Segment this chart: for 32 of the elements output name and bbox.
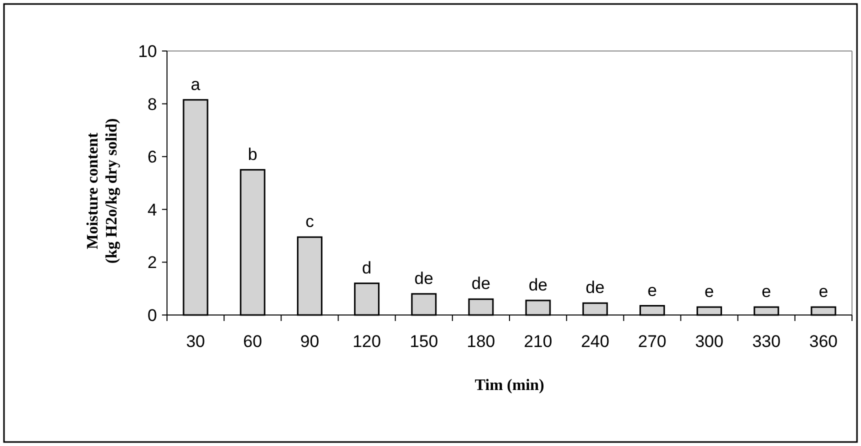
x-tick-label: 240 bbox=[580, 332, 610, 351]
annotation: e bbox=[762, 282, 772, 302]
y-tick-label: 6 bbox=[148, 148, 157, 167]
annotation: de bbox=[414, 268, 434, 288]
y-tick-label: 4 bbox=[148, 200, 157, 220]
annotation: b bbox=[248, 144, 258, 164]
x-tick-label: 180 bbox=[466, 332, 496, 351]
y-tick-label: 10 bbox=[138, 42, 157, 61]
x-tick-label: 30 bbox=[186, 332, 206, 351]
x-tick-label: 330 bbox=[752, 332, 781, 351]
annotation: c bbox=[305, 212, 314, 232]
y-tick-label: 8 bbox=[148, 94, 157, 114]
x-tick-label: 90 bbox=[300, 332, 320, 351]
x-tick-label: 60 bbox=[243, 332, 262, 351]
y-axis-title: Moisture content (kg H2o/kg dry solid) bbox=[84, 118, 120, 264]
y-tick-label: 0 bbox=[148, 306, 157, 325]
annotation: de bbox=[471, 274, 490, 294]
x-tick-label: 270 bbox=[638, 332, 666, 351]
annotation: a bbox=[190, 74, 201, 94]
x-tick-label: 300 bbox=[695, 332, 724, 351]
annotation: e bbox=[647, 280, 657, 300]
annotation: de bbox=[528, 275, 548, 294]
x-axis-title: Tim (min) bbox=[474, 377, 544, 394]
x-tick-label: 120 bbox=[352, 332, 381, 351]
annotation: e bbox=[818, 282, 828, 302]
x-tick-label: 150 bbox=[410, 332, 438, 351]
y-tick-label: 2 bbox=[148, 253, 157, 272]
x-tick-label: 210 bbox=[524, 332, 552, 351]
x-tick-label: 360 bbox=[809, 332, 838, 351]
annotation: de bbox=[586, 278, 605, 298]
annotation: d bbox=[362, 258, 372, 278]
annotation: e bbox=[704, 282, 714, 302]
